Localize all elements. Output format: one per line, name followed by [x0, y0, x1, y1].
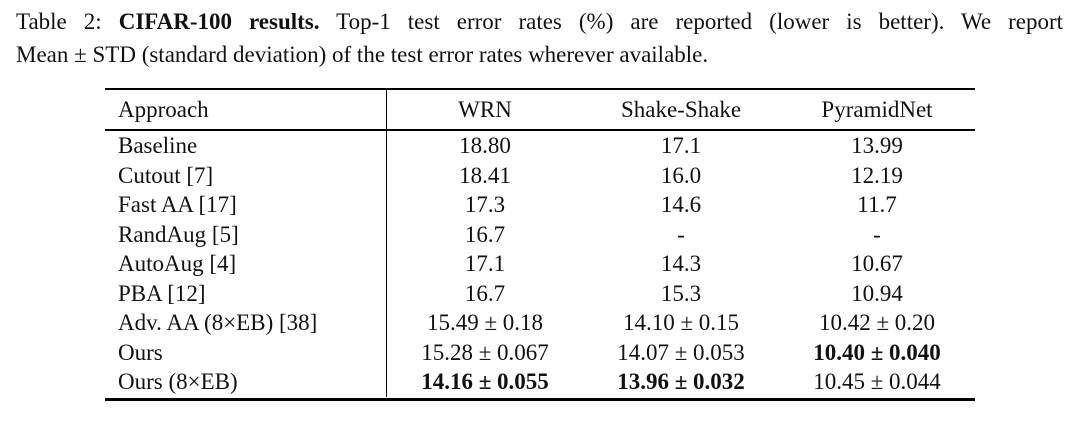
- cell-approach: Adv. AA (8×EB) [38]: [105, 308, 387, 338]
- cell-pyramidnet-best: 10.40 ± 0.040: [813, 339, 941, 365]
- col-header-pyramidnet: PyramidNet: [821, 97, 933, 122]
- cell-approach: PBA [12]: [105, 278, 387, 308]
- caption-label: Table 2:: [16, 9, 102, 34]
- table-header-row: Approach WRN Shake-Shake PyramidNet: [105, 90, 975, 131]
- cell-shake-shake: 14.10 ± 0.15: [622, 310, 740, 335]
- table-row-ours: Ours 15.28 ± 0.067 14.07 ± 0.053 10.40 ±…: [105, 337, 975, 367]
- cell-shake-shake: 14.07 ± 0.053: [617, 339, 745, 365]
- caption-line-1: Table 2: CIFAR-100 results. Top-1 test e…: [16, 5, 1063, 38]
- cell-pyramidnet: 10.94: [851, 280, 903, 306]
- table-row-ours-8xeb: Ours (8×EB) 14.16 ± 0.055 13.96 ± 0.032 …: [105, 367, 975, 397]
- cell-wrn: 16.7: [464, 221, 506, 247]
- table-row-cutout: Cutout [7] 18.41 16.0 12.19: [105, 160, 975, 190]
- cell-wrn: 16.7: [464, 280, 506, 306]
- cell-wrn: 17.3: [464, 192, 506, 217]
- table-caption: Table 2: CIFAR-100 results. Top-1 test e…: [16, 5, 1063, 71]
- cell-wrn: 18.41: [459, 162, 511, 188]
- cell-shake-shake-best: 13.96 ± 0.032: [617, 369, 745, 394]
- col-header-shake-shake: Shake-Shake: [620, 97, 742, 122]
- cell-shake-shake: 17.1: [660, 133, 702, 158]
- cell-approach: Ours (8×EB): [105, 367, 387, 397]
- col-header-approach: Approach: [105, 90, 387, 129]
- table-row-pba: PBA [12] 16.7 15.3 10.94: [105, 278, 975, 308]
- table-row-adv-aa: Adv. AA (8×EB) [38] 15.49 ± 0.18 14.10 ±…: [105, 308, 975, 338]
- cell-pyramidnet: 10.42 ± 0.20: [818, 310, 936, 335]
- results-table: Approach WRN Shake-Shake PyramidNet Base…: [105, 88, 975, 401]
- cell-wrn: 17.1: [464, 251, 506, 276]
- cell-wrn-best: 14.16 ± 0.055: [421, 369, 549, 394]
- cell-wrn: 15.49 ± 0.18: [426, 310, 544, 335]
- cell-pyramidnet: 13.99: [851, 133, 903, 158]
- caption-title: CIFAR-100 results.: [118, 9, 320, 34]
- cell-pyramidnet: 12.19: [851, 162, 903, 188]
- cell-approach: AutoAug [4]: [105, 249, 387, 279]
- caption-text: Top-1 test error rates (%) are reported …: [336, 9, 1063, 34]
- cell-shake-shake: 14.6: [660, 192, 702, 217]
- cell-shake-shake: 16.0: [660, 162, 702, 188]
- cell-pyramidnet: 11.7: [857, 192, 897, 217]
- cell-pyramidnet: -: [873, 221, 881, 247]
- cell-shake-shake: -: [677, 221, 685, 247]
- cell-wrn: 18.80: [459, 133, 511, 158]
- cell-approach: Ours: [105, 337, 387, 367]
- cell-approach: RandAug [5]: [105, 219, 387, 249]
- table-row-fast-aa: Fast AA [17] 17.3 14.6 11.7: [105, 190, 975, 220]
- table-body: Baseline 18.80 17.1 13.99 Cutout [7] 18.…: [105, 131, 975, 398]
- table-row-autoaug: AutoAug [4] 17.1 14.3 10.67: [105, 249, 975, 279]
- table-row-randaug: RandAug [5] 16.7 - -: [105, 219, 975, 249]
- cell-approach: Cutout [7]: [105, 160, 387, 190]
- col-header-wrn: WRN: [458, 97, 512, 122]
- table-row-baseline: Baseline 18.80 17.1 13.99: [105, 131, 975, 161]
- cell-pyramidnet: 10.45 ± 0.044: [813, 369, 941, 394]
- cell-wrn: 15.28 ± 0.067: [421, 339, 549, 365]
- cell-shake-shake: 15.3: [660, 280, 702, 306]
- cell-approach: Fast AA [17]: [105, 190, 387, 220]
- caption-line-2: Mean ± STD (standard deviation) of the t…: [16, 42, 709, 67]
- cell-approach: Baseline: [105, 131, 387, 161]
- cell-shake-shake: 14.3: [660, 251, 702, 276]
- cell-pyramidnet: 10.67: [851, 251, 903, 276]
